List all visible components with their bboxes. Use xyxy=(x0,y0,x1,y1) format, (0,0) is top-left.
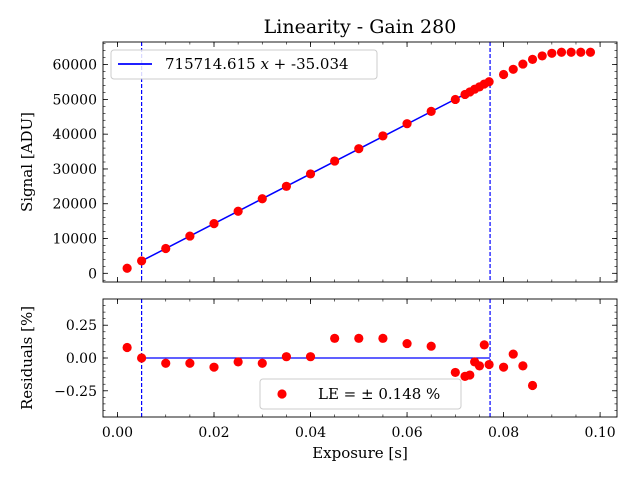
signal-panel: 0 10000 20000 30000 40000 50000 60000 Signal [A… xyxy=(18,41,618,283)
y-tick-label: 0 xyxy=(88,266,97,282)
x-axis-label: Exposure [s] xyxy=(312,444,408,462)
data-point xyxy=(330,333,340,343)
residuals-panel: −0.25 0.00 0.25 0.00 0.02 0.04 0.06 0.08 0.10 Res… xyxy=(18,298,618,462)
x-tick-label: 0.04 xyxy=(295,425,326,441)
x-tick-label: 0.10 xyxy=(585,425,616,441)
data-point xyxy=(281,181,291,191)
data-point xyxy=(161,243,171,254)
chart-title: Linearity - Gain 280 xyxy=(264,16,457,38)
legend-label-coef: 715714.615 xyxy=(165,55,260,73)
data-point xyxy=(527,380,538,391)
data-point xyxy=(185,231,195,241)
data-point xyxy=(354,333,364,343)
data-point xyxy=(537,51,547,61)
data-point xyxy=(257,358,267,368)
data-point xyxy=(426,106,436,116)
x-tick-label: 0.00 xyxy=(102,425,133,441)
data-point xyxy=(137,353,147,363)
axes-frame xyxy=(102,41,618,283)
data-point xyxy=(233,357,243,367)
y-tick-label: 40000 xyxy=(52,127,97,143)
data-point xyxy=(209,362,219,372)
y-tick-label: 0.00 xyxy=(66,351,97,367)
data-point xyxy=(556,47,567,57)
data-point xyxy=(585,47,596,57)
data-point xyxy=(378,131,388,141)
data-point xyxy=(474,361,485,371)
y-tick-label: 0.25 xyxy=(66,318,97,334)
y-tick-label: −0.25 xyxy=(54,384,97,400)
legend-label-var: x xyxy=(260,55,269,73)
x-tick-label: 0.02 xyxy=(198,425,229,441)
data-point xyxy=(479,340,489,350)
data-point xyxy=(484,359,494,370)
data-point xyxy=(402,119,412,129)
data-point xyxy=(402,338,412,349)
data-point xyxy=(566,47,576,57)
data-point xyxy=(547,48,557,58)
data-point xyxy=(518,361,528,371)
data-point xyxy=(426,341,436,351)
x-tick-label: 0.06 xyxy=(391,425,422,441)
data-point xyxy=(257,194,267,204)
data-point xyxy=(330,156,340,166)
data-point xyxy=(305,169,316,179)
y-axis-label: Signal [ADU] xyxy=(18,112,36,212)
legend-label: 715714.615 x + -35.034 xyxy=(165,55,349,73)
legend-label-rest: + -35.034 xyxy=(269,55,349,73)
data-point xyxy=(518,59,528,69)
y-tick-label: 50000 xyxy=(52,92,97,108)
legend-box xyxy=(110,49,378,80)
y-tick-label: 60000 xyxy=(52,58,97,74)
x-tick-label: 0.08 xyxy=(488,425,519,441)
data-point xyxy=(185,358,195,368)
data-point xyxy=(576,47,586,57)
data-point xyxy=(137,256,147,266)
axes-frame xyxy=(102,298,618,418)
data-point xyxy=(450,367,460,378)
data-point xyxy=(122,263,132,273)
data-point xyxy=(233,206,243,216)
data-point xyxy=(498,69,509,80)
data-point xyxy=(508,349,518,359)
y-tick-label: 20000 xyxy=(52,197,97,213)
data-point xyxy=(527,54,538,64)
data-point xyxy=(450,94,460,105)
y-axis-label: Residuals [%] xyxy=(18,306,36,410)
y-tick-label: 10000 xyxy=(52,232,97,248)
data-point xyxy=(354,144,364,154)
legend-box xyxy=(259,378,462,410)
data-point xyxy=(281,352,291,362)
legend-marker xyxy=(277,389,287,399)
data-point xyxy=(378,333,388,343)
y-tick-label: 30000 xyxy=(52,162,97,178)
data-point xyxy=(465,370,475,380)
legend-label: LE = ± 0.148 % xyxy=(318,385,440,403)
data-point xyxy=(161,358,171,368)
data-point xyxy=(498,362,509,372)
data-point xyxy=(209,219,219,229)
data-point xyxy=(305,352,316,362)
data-point xyxy=(508,64,518,74)
data-point xyxy=(484,77,494,87)
data-point xyxy=(122,342,132,353)
